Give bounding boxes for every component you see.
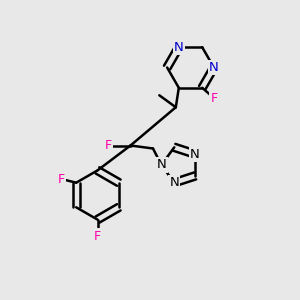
Text: F: F [58,173,65,186]
Text: F: F [94,230,101,243]
Text: N: N [174,41,184,54]
Text: N: N [169,176,179,189]
Text: F: F [211,92,218,105]
Text: F: F [104,139,112,152]
Text: N: N [190,148,200,160]
Text: N: N [209,61,219,74]
Text: N: N [157,158,166,172]
